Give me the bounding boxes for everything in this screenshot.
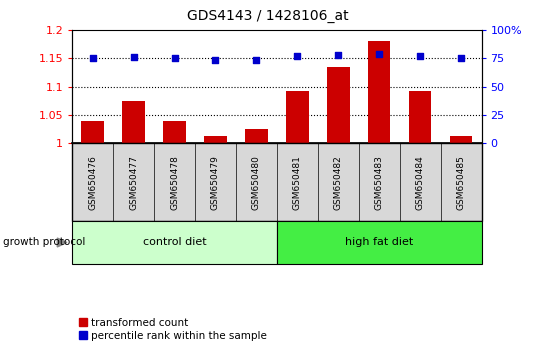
Polygon shape <box>57 238 67 247</box>
Point <box>211 57 220 62</box>
FancyBboxPatch shape <box>72 143 482 221</box>
Text: GSM650478: GSM650478 <box>170 155 179 210</box>
Text: GSM650482: GSM650482 <box>334 155 343 210</box>
Text: GDS4143 / 1428106_at: GDS4143 / 1428106_at <box>187 9 348 23</box>
Bar <box>81 121 104 143</box>
Bar <box>163 121 186 143</box>
Point <box>334 52 342 58</box>
Point <box>129 55 138 60</box>
Point <box>88 56 97 61</box>
Point <box>293 53 302 59</box>
Point <box>252 57 261 62</box>
Point <box>170 56 179 61</box>
Text: GSM650480: GSM650480 <box>252 155 261 210</box>
Bar <box>245 129 268 143</box>
Text: GSM650477: GSM650477 <box>129 155 138 210</box>
FancyBboxPatch shape <box>72 221 277 264</box>
Text: GSM650479: GSM650479 <box>211 155 220 210</box>
Text: GSM650483: GSM650483 <box>374 155 384 210</box>
Text: GSM650485: GSM650485 <box>456 155 465 210</box>
Text: GSM650481: GSM650481 <box>293 155 302 210</box>
Legend: transformed count, percentile rank within the sample: transformed count, percentile rank withi… <box>75 314 271 345</box>
Bar <box>409 91 431 143</box>
Point <box>375 51 384 57</box>
Text: growth protocol: growth protocol <box>3 238 85 247</box>
Text: control diet: control diet <box>143 238 207 247</box>
FancyBboxPatch shape <box>277 221 482 264</box>
Bar <box>368 41 391 143</box>
Point <box>457 56 465 61</box>
Text: GSM650484: GSM650484 <box>416 155 425 210</box>
Bar <box>123 101 145 143</box>
Point <box>416 53 424 59</box>
Text: high fat diet: high fat diet <box>345 238 414 247</box>
Text: GSM650476: GSM650476 <box>88 155 97 210</box>
Bar <box>327 67 349 143</box>
Bar <box>286 91 309 143</box>
Bar <box>450 136 472 143</box>
Bar <box>204 136 227 143</box>
